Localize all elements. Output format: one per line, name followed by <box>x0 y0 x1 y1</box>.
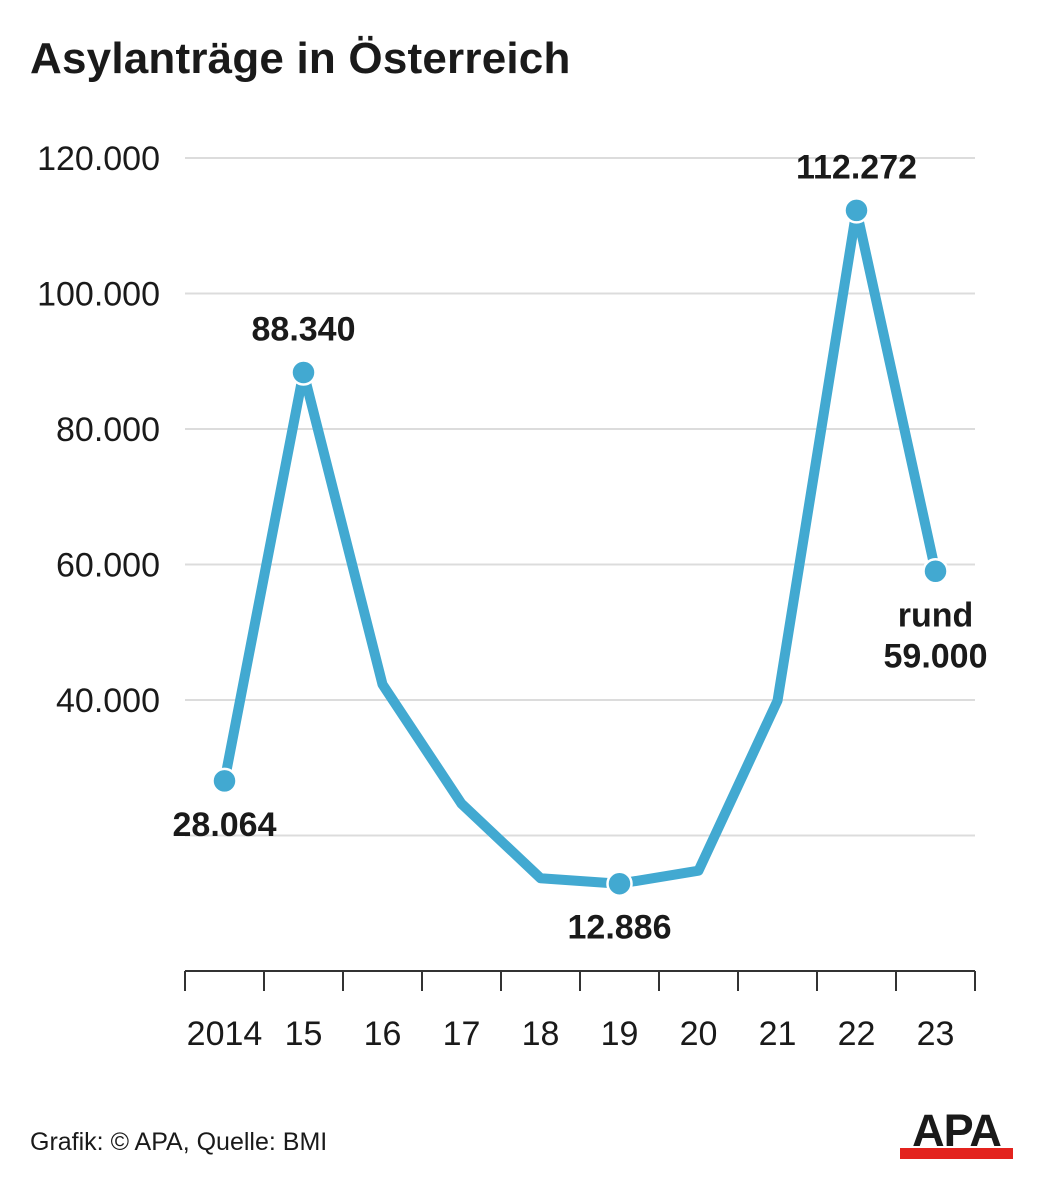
x-tick-label: 22 <box>838 1015 876 1053</box>
data-label: 88.340 <box>252 310 356 348</box>
x-tick-label: 19 <box>601 1015 639 1053</box>
source-credit: Grafik: © APA, Quelle: BMI <box>30 1128 328 1156</box>
line-chart: 120.000 100.000 80.000 60.000 40.000 2014 15 16… <box>37 140 988 1053</box>
series-line <box>219 205 941 889</box>
data-label: 112.272 <box>796 148 917 186</box>
y-tick-label: 80.000 <box>56 411 160 449</box>
x-tick-label: 21 <box>759 1015 797 1053</box>
data-point <box>922 558 949 585</box>
apa-logo: APA <box>900 1105 1013 1160</box>
data-point <box>843 197 870 224</box>
x-tick-label: 23 <box>917 1015 955 1053</box>
y-tick-label: 40.000 <box>56 682 160 720</box>
x-tick-label: 2014 <box>187 1015 263 1053</box>
x-tick-label: 18 <box>522 1015 560 1053</box>
logo-red-bar <box>900 1148 1013 1159</box>
logo-text: APA <box>912 1105 1002 1156</box>
x-tick-label: 15 <box>285 1015 323 1053</box>
data-point <box>211 767 238 795</box>
data-label: 12.886 <box>568 909 672 947</box>
y-tick-label: 100.000 <box>37 276 160 314</box>
data-point <box>606 870 633 897</box>
data-label: 59.000 <box>884 637 988 675</box>
data-label: 28.064 <box>173 806 277 844</box>
y-tick-label: 60.000 <box>56 547 160 585</box>
chart-title: Asylanträge in Österreich <box>30 34 571 83</box>
x-tick-label: 17 <box>443 1015 481 1053</box>
data-point <box>290 359 317 386</box>
x-tick-label: 20 <box>680 1015 718 1053</box>
y-tick-label: 120.000 <box>37 140 160 178</box>
x-tick-label: 16 <box>364 1015 402 1053</box>
data-label: rund <box>898 596 974 634</box>
